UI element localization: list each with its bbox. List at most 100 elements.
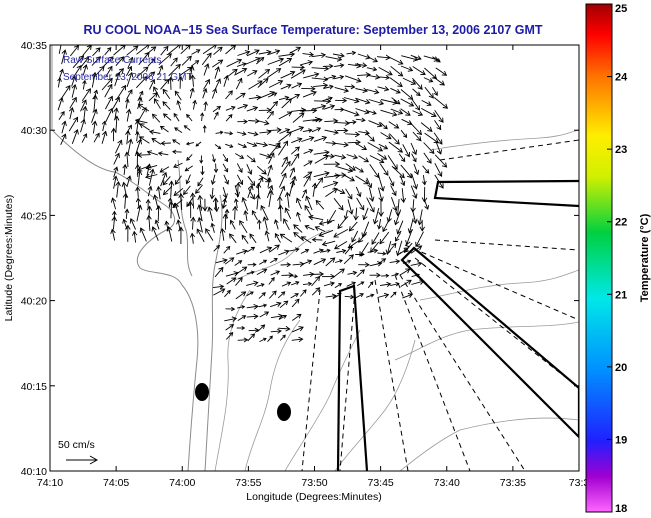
current-vector-arrow [367,248,379,254]
current-vector-arrow [225,105,236,111]
current-vector-arrow [434,154,448,168]
current-vector-arrow [400,108,411,116]
current-vector-arrow [369,272,381,278]
current-vector-arrow [325,293,337,299]
current-vector-arrow [289,247,300,253]
current-vector-arrow [210,174,216,185]
current-vector-arrow [181,55,192,66]
current-vector-arrow [268,189,274,208]
current-vector-arrow [314,98,332,105]
current-vector-arrow [127,138,134,155]
current-vector-arrow [405,229,413,246]
current-vector-arrow [334,259,343,263]
current-vector-arrow [412,66,426,75]
current-vector-arrow [202,45,217,55]
current-vector-arrow [278,172,287,188]
current-vector-arrow [259,337,267,343]
current-vector-arrow [257,324,266,333]
current-vector-arrow [284,207,292,219]
current-vector-arrow [236,174,244,186]
current-vector-arrow [135,75,148,89]
current-vector-arrow [435,141,443,155]
current-vector-arrow [246,164,253,175]
current-vector-arrow [101,130,108,144]
current-vector-arrow [314,226,326,232]
colorbar-ticks: 18 19 20 21 22 23 24 25 [607,3,628,515]
y-tick-label: 40:20 [21,296,47,308]
current-vector-arrow [421,186,428,203]
current-vector-arrow [366,197,375,213]
current-vector-arrow [135,186,141,198]
current-vector-arrow [266,184,274,199]
current-vector-arrow [410,185,418,199]
current-vector-arrow [303,171,313,179]
current-vector-arrow [72,64,82,79]
current-vector-arrow [146,71,156,80]
current-vector-arrow [156,185,162,200]
current-vector-arrow [255,194,261,210]
current-vector-arrow [424,86,434,99]
current-vector-arrow [337,218,346,230]
map-plot-area: Raw Surface Currents September 13, 2006 … [50,45,579,471]
current-vector-arrow [183,125,191,131]
current-vector-arrow [411,153,417,163]
current-vector-arrow [110,197,117,210]
current-vector-arrow [192,99,197,110]
current-vector-arrow [334,241,348,250]
current-vector-arrow [172,139,181,145]
current-vector-arrow [237,315,247,321]
current-vector-arrow [296,211,301,222]
current-vector-arrow [357,72,371,78]
current-vector-arrow [334,63,345,68]
current-vector-arrow [323,104,336,110]
current-vector-arrow [237,50,251,56]
current-vector-arrow [213,244,221,252]
current-vector-arrow [173,202,181,220]
current-vector-arrow [178,192,184,211]
current-vector-arrow [377,153,388,160]
current-vector-arrow [210,222,216,233]
current-vector-arrow [336,166,354,173]
current-vector-arrow [222,153,228,163]
current-vector-arrow [162,113,172,121]
current-vector-arrow [203,78,210,90]
current-vector-arrow [256,141,269,148]
current-vector-arrow [101,77,113,91]
colorbar-tick-label: 20 [615,362,627,374]
current-vector-arrow [251,210,258,221]
current-vector-arrow [270,328,282,334]
current-vector-arrow [366,88,380,95]
current-vector-arrow [293,224,303,233]
current-vector-arrow [174,127,183,133]
current-vector-arrow [222,213,229,230]
current-vector-arrow [246,246,256,253]
current-vector-arrow [434,110,444,123]
x-tick-label: 74:05 [103,477,129,489]
current-vector-arrow [311,104,327,111]
current-vector-arrow [269,142,281,156]
current-vector-arrow [279,128,291,134]
current-vector-arrow [323,84,334,90]
current-vector-arrow [334,154,347,160]
current-vector-arrow [400,98,415,107]
current-vector-arrow [355,293,364,299]
current-vector-arrow [138,90,144,100]
current-vector-arrow [168,180,175,198]
current-vector-arrow [162,185,173,196]
current-vector-arrow [322,273,336,280]
current-vector-arrow [131,230,138,243]
current-vector-arrow [71,128,79,144]
current-vector-arrow [268,290,277,299]
current-vector-arrow [247,262,257,267]
current-vector-arrow [136,204,143,222]
current-vector-arrow [334,120,350,126]
current-vector-arrow [434,162,443,177]
current-vector-arrow [68,116,79,132]
current-vector-arrow [377,187,384,202]
current-vector-arrow [300,236,312,244]
current-vector-arrow [235,92,246,100]
current-vector-arrow [355,186,362,198]
current-vector-arrow [435,67,448,76]
current-vector-arrow [190,216,196,230]
colorbar-label: Temperature (°C) [639,213,651,302]
